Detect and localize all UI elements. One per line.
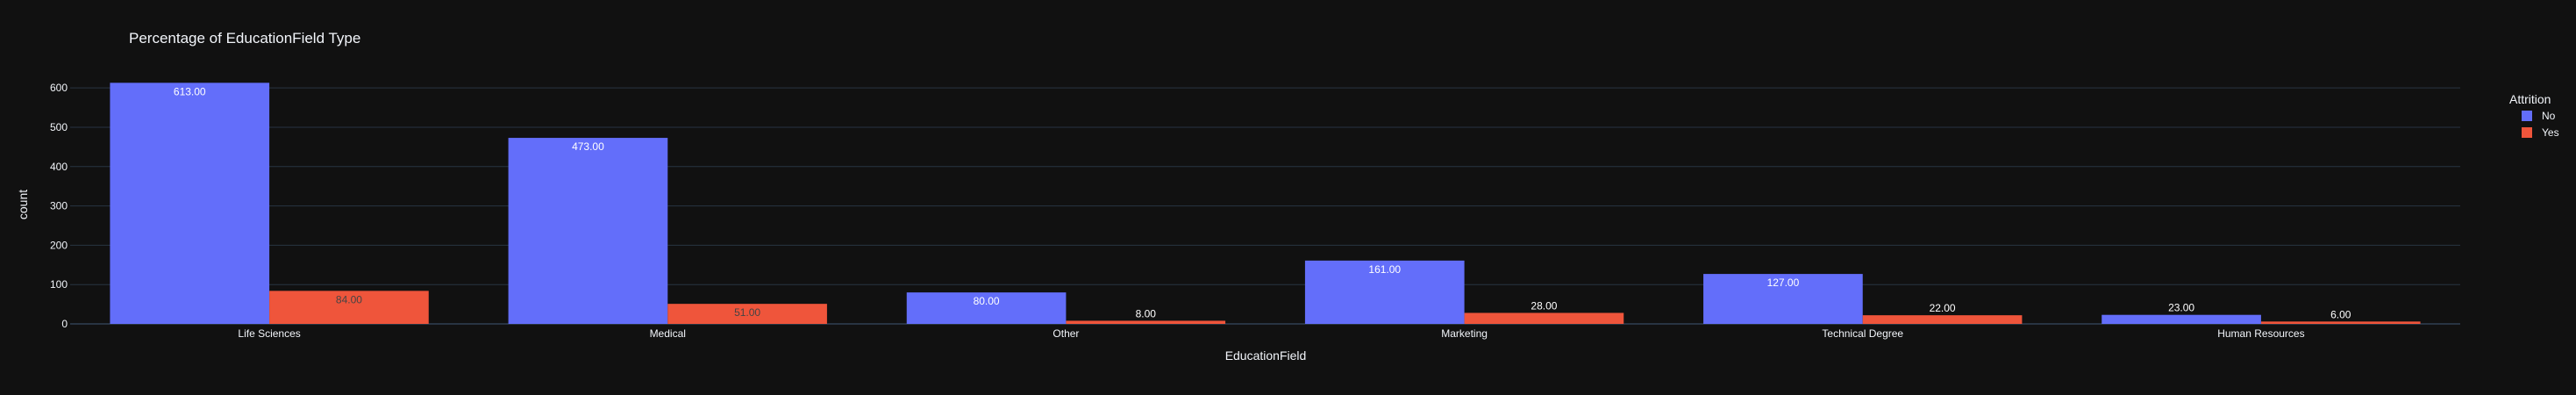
x-axis-title: EducationField	[1225, 348, 1307, 363]
bar-yes-marketing	[1464, 312, 1624, 324]
data-label: 51.00	[734, 306, 760, 319]
x-tick-label: Life Sciences	[238, 327, 300, 340]
bar-yes-other	[1066, 320, 1226, 324]
bar-yes-life-sciences	[269, 291, 429, 324]
y-tick-label: 0	[61, 318, 68, 330]
y-axis-title: count	[16, 190, 30, 219]
x-tick-label: Marketing	[1441, 327, 1488, 340]
x-tick-label: Medical	[650, 327, 686, 340]
legend-swatch-no	[2522, 111, 2532, 121]
data-label: 161.00	[1368, 263, 1401, 276]
legend-label-yes[interactable]: Yes	[2542, 126, 2559, 139]
x-tick-label: Technical Degree	[1822, 327, 1903, 340]
x-axis-ticks: Life Sciences Medical Other Marketing Techni…	[238, 327, 2304, 340]
bar-no-technical-degree	[1703, 274, 1863, 324]
data-label: 473.00	[572, 140, 604, 153]
data-label: 613.00	[174, 85, 206, 97]
bar-no-other	[906, 292, 1067, 324]
y-tick-label: 100	[50, 278, 68, 291]
y-axis-ticks: 0 100 200 300 400 500 600	[50, 82, 68, 330]
bar-no-medical	[508, 138, 668, 324]
legend-title: Attrition	[2509, 92, 2551, 106]
data-label: 6.00	[2330, 308, 2351, 320]
legend-label-no[interactable]: No	[2542, 110, 2556, 122]
data-label: 22.00	[1930, 302, 1956, 314]
x-tick-label: Other	[1053, 327, 1079, 340]
data-label: 8.00	[1136, 307, 1157, 320]
legend-swatch-yes	[2522, 127, 2532, 138]
bar-no-life-sciences	[110, 83, 270, 324]
bar-no-human-resources	[2101, 314, 2261, 324]
y-tick-label: 200	[50, 239, 68, 251]
y-tick-label: 400	[50, 161, 68, 173]
y-tick-label: 300	[50, 200, 68, 212]
data-labels: 613.00 84.00 473.00 51.00 80.00 8.00 161.00 28.…	[174, 85, 2351, 320]
gridlines	[70, 87, 2460, 325]
y-tick-label: 500	[50, 121, 68, 133]
legend: Attrition No Yes	[2509, 92, 2559, 139]
bar-yes-technical-degree	[1862, 315, 2023, 324]
data-label: 28.00	[1531, 299, 1557, 312]
bars	[110, 83, 2421, 324]
x-tick-label: Human Resources	[2217, 327, 2304, 340]
data-label: 80.00	[974, 295, 1000, 307]
data-label: 127.00	[1767, 276, 1800, 289]
y-tick-label: 600	[50, 82, 68, 94]
data-label: 23.00	[2168, 302, 2194, 314]
bar-yes-human-resources	[2260, 321, 2421, 324]
data-label: 84.00	[336, 293, 362, 305]
bar-no-marketing	[1304, 260, 1465, 324]
bar-yes-medical	[667, 304, 827, 324]
chart-title: Percentage of EducationField Type	[129, 30, 360, 47]
